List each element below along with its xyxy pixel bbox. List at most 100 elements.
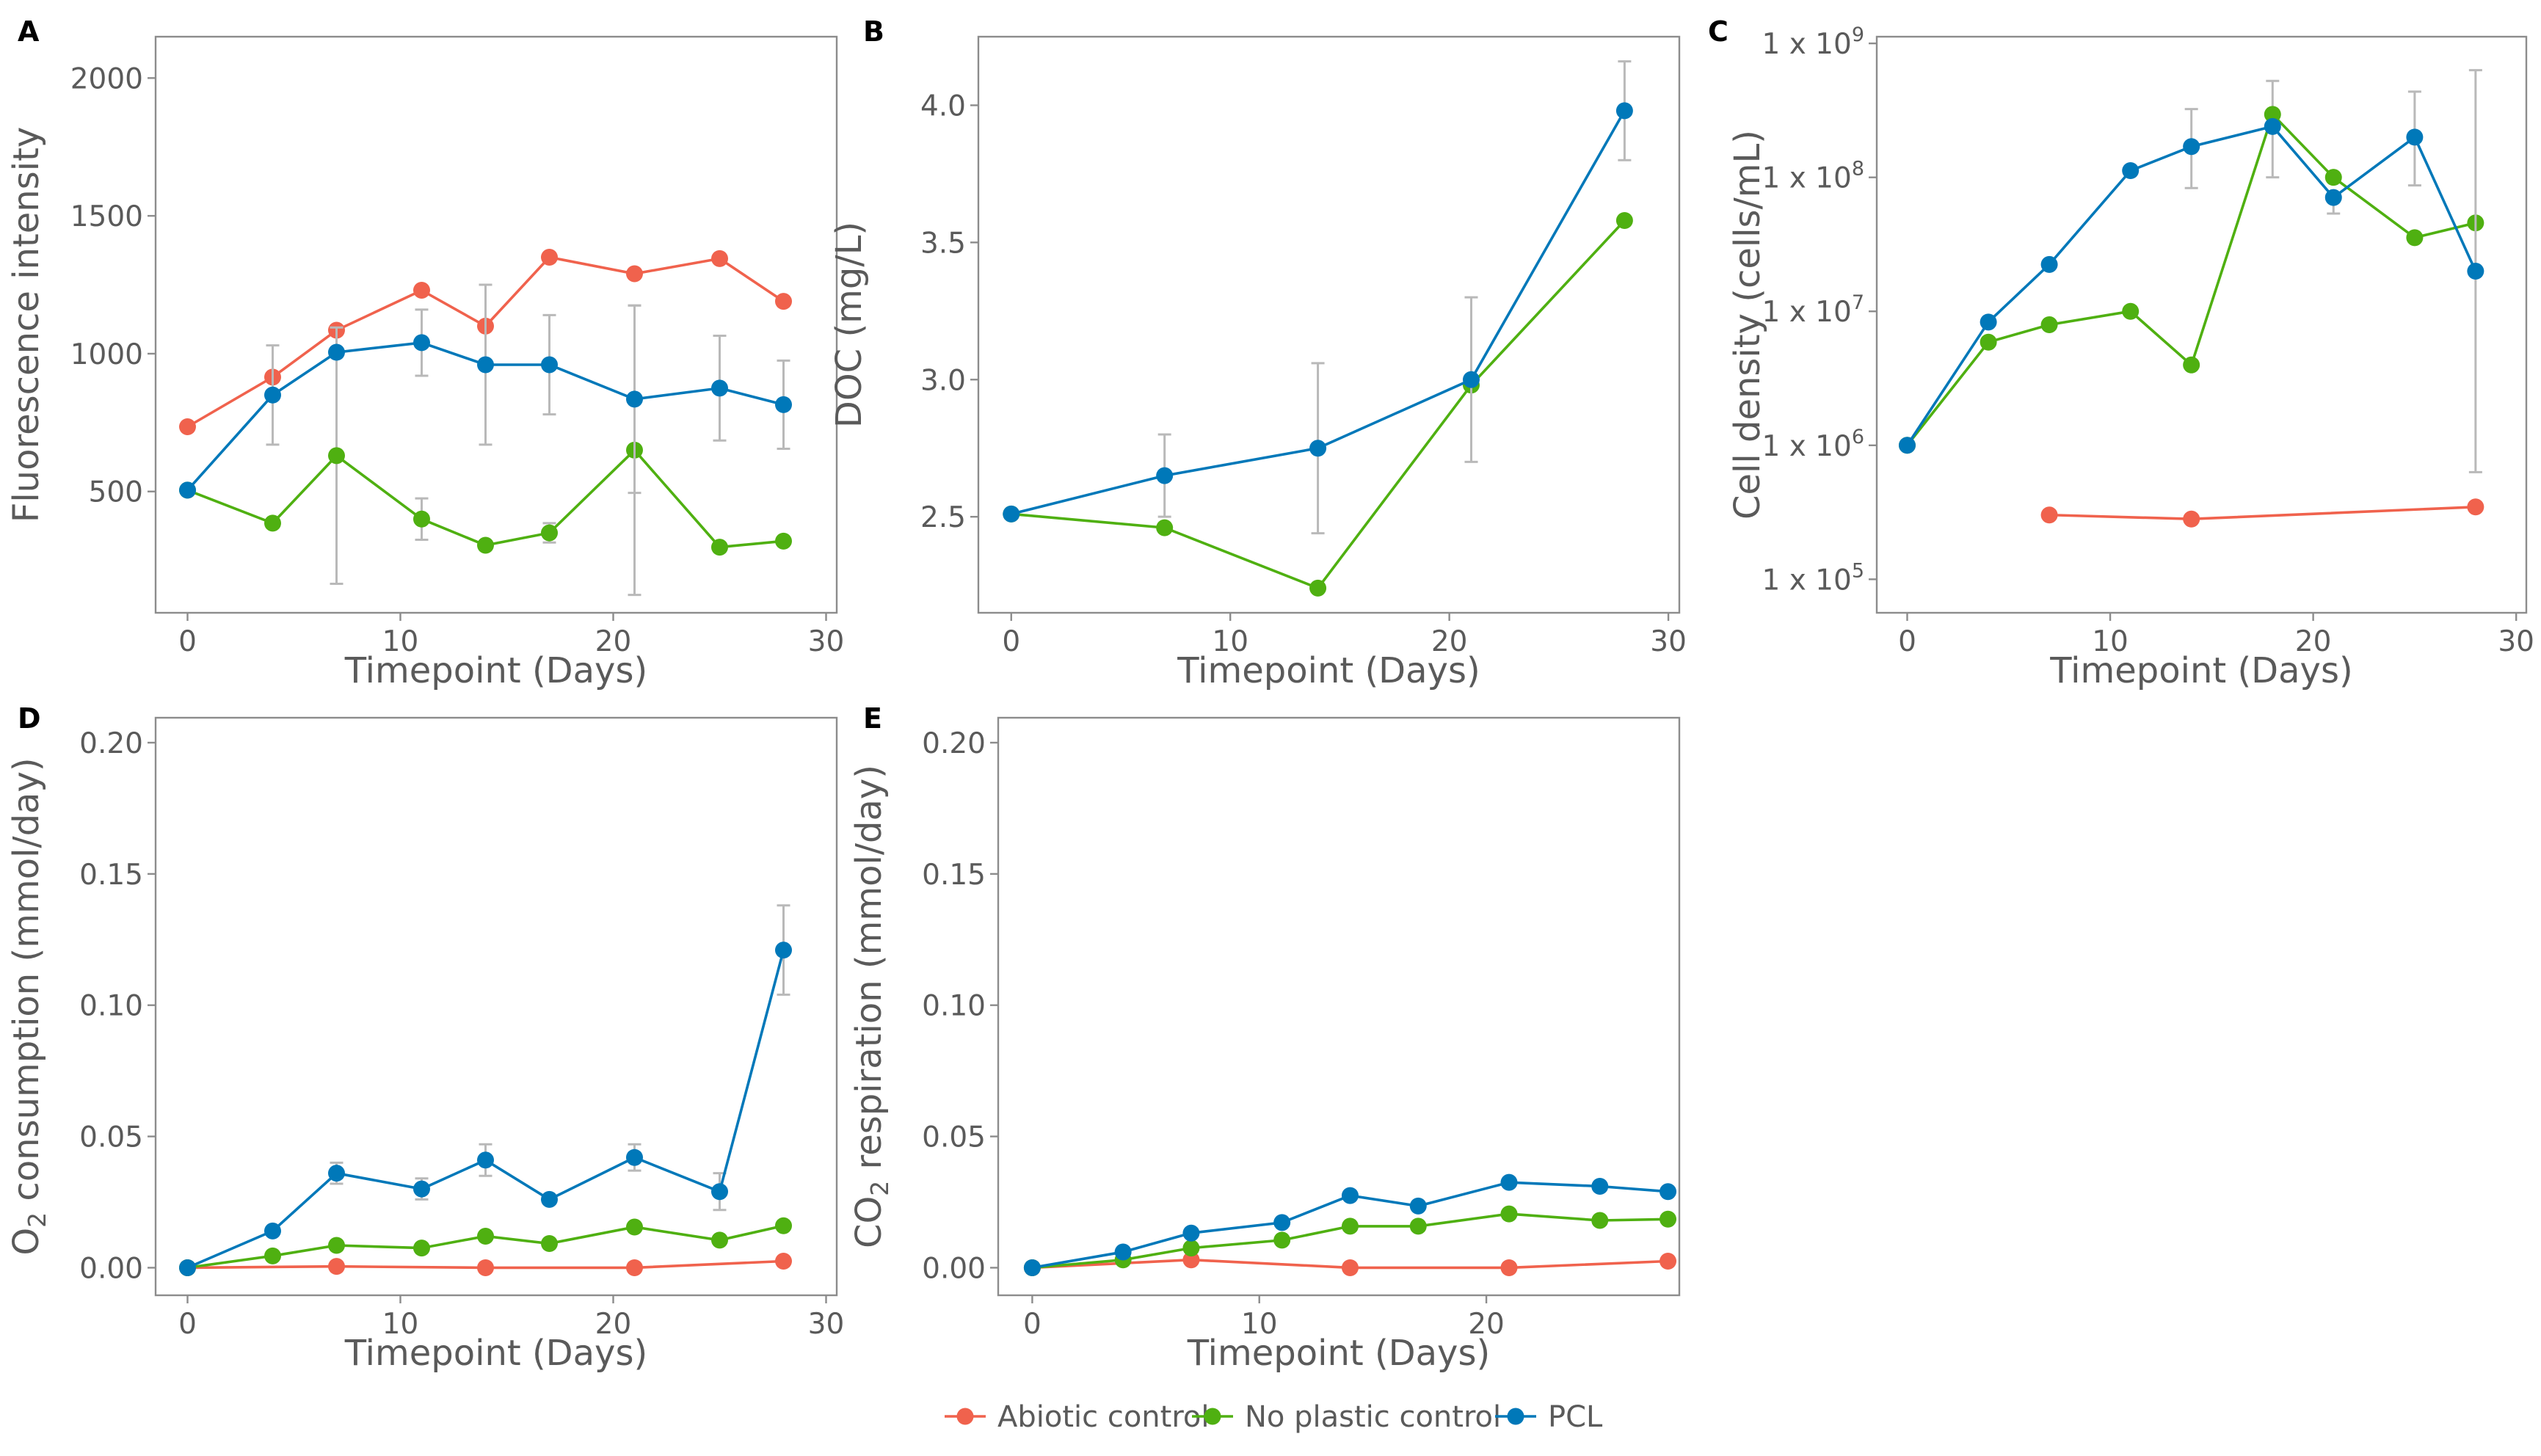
panel-b-series-pcl-point	[1003, 505, 1020, 523]
panel-a-series-pcl-point	[626, 390, 643, 408]
panel-e-x-axis-title: Timepoint (Days)	[1187, 1333, 1490, 1374]
panel-e-frame	[997, 716, 1681, 1297]
panel-b-x-tick-label: 30	[1650, 625, 1687, 658]
panel-e-series-pcl-point	[1273, 1214, 1291, 1231]
panel-e-series-pcl-point	[1341, 1187, 1359, 1204]
panel-d-y-tick-label: 0.10	[79, 990, 143, 1023]
panel-c-series-no-plastic-control-point	[2324, 169, 2342, 186]
panel-d-series-pcl-point	[477, 1151, 494, 1169]
panel-e-letter: E	[863, 702, 882, 735]
panel-a-series-no-plastic-control	[179, 304, 792, 597]
panel-e-series-pcl-point	[1591, 1178, 1609, 1195]
panel-d-series-no-plastic-control-point	[626, 1218, 643, 1236]
panel-a-series-pcl	[179, 283, 792, 499]
panel-c-series-pcl-point	[2467, 262, 2484, 280]
panel-d-letter: D	[18, 702, 41, 735]
panel-c-x-tick-label: 0	[1898, 625, 1916, 658]
panel-e-series-abiotic-control-point	[1500, 1259, 1518, 1276]
panel-d-series-abiotic-control-point	[775, 1252, 792, 1270]
panel-e-series-abiotic-control-point	[1182, 1251, 1200, 1269]
panel-b-series-pcl-point	[1615, 102, 1633, 120]
panel-c-y-axis-title: Cell density (cells/mL)	[1727, 130, 1768, 520]
panel-a-series-abiotic-control-point	[413, 282, 430, 299]
panel-a-series-abiotic-control-point	[775, 293, 792, 310]
panel-a-y-tick-label: 1000	[70, 338, 143, 371]
panel-a-series-no-plastic-control-point	[775, 532, 792, 550]
panel-c-series-pcl-point	[1980, 313, 1997, 331]
panel-b-series-pcl-point	[1462, 371, 1480, 388]
legend-item-pcl-key-point	[1507, 1408, 1524, 1425]
panel-a-series-pcl-point	[413, 334, 430, 352]
panel-d-y-tick-label: 0.00	[79, 1252, 143, 1285]
panel-e-series-pcl-point	[1114, 1243, 1132, 1261]
panel-c-series-no-plastic-control	[1898, 79, 2484, 454]
panel-c-series-no-plastic-control-point	[2264, 106, 2281, 123]
panel-e-series-no-plastic-control-point	[1591, 1212, 1609, 1229]
panel-a-x-axis-title: Timepoint (Days)	[344, 650, 647, 691]
panel-c-x-tick-label: 10	[2092, 625, 2129, 658]
panel-d-series-pcl-point	[775, 942, 792, 959]
panel-e-x-tick-label: 20	[1468, 1308, 1505, 1341]
panel-d: D 0 10 20 30 0.00 0.05 0.10 0.15 0.20 Timepoint (D…	[6, 702, 844, 1374]
panel-e-y-tick-label: 0.20	[922, 727, 986, 760]
panel-b-y-tick-label: 3.0	[920, 364, 966, 397]
legend-item-pcl: PCL	[1495, 1400, 1603, 1434]
panel-d-x-axis-title: Timepoint (Days)	[344, 1333, 647, 1374]
legend-item-no-plastic-control-label: No plastic control	[1245, 1400, 1501, 1434]
panel-b-series-no-plastic-control-point	[1309, 579, 1327, 597]
panel-c-series-pcl-point	[2040, 255, 2058, 273]
panel-a-series-pcl-point	[328, 343, 345, 361]
panel-b-y-tick-label: 2.5	[920, 501, 966, 534]
panel-e-y-tick-label: 0.05	[922, 1121, 986, 1154]
panel-b-frame	[977, 35, 1681, 614]
panel-d-x-tick-label: 10	[382, 1308, 419, 1341]
panel-c-y-tick-label: 1 x 106	[1762, 426, 1864, 463]
panel-a-y-tick-label: 1500	[70, 200, 143, 233]
panel-d-y-tick-label: 0.15	[79, 859, 143, 892]
panel-a-series-no-plastic-control-point	[328, 447, 345, 465]
panel-c-series-pcl-point	[2122, 162, 2140, 180]
panel-e-series-pcl	[1023, 1173, 1677, 1276]
panel-d-series-pcl-point	[264, 1222, 281, 1240]
panel-d-x-tick-label: 30	[808, 1308, 845, 1341]
panel-c-series-pcl-point	[2406, 128, 2424, 146]
panel-a-series-abiotic-control-point	[711, 250, 728, 267]
panel-a-series-abiotic-control-point	[626, 265, 643, 283]
panel-b-series-no-plastic-control-point	[1615, 211, 1633, 229]
panel-d-x-tick-label: 20	[595, 1308, 632, 1341]
panel-a-series-pcl-point	[477, 356, 494, 374]
panel-e-x-tick-label: 10	[1241, 1308, 1278, 1341]
legend-item-no-plastic-control-key-point	[1204, 1408, 1221, 1425]
panel-d-series-pcl	[179, 904, 792, 1276]
panel-d-series-pcl-point	[413, 1180, 430, 1198]
panel-e-series-abiotic-control-point	[1660, 1252, 1677, 1270]
panel-a-series-pcl-point	[541, 356, 558, 374]
legend-item-pcl-label: PCL	[1548, 1400, 1603, 1434]
panel-d-series-no-plastic-control-point	[775, 1217, 792, 1234]
panel-c-series-no-plastic-control-point	[2122, 302, 2140, 320]
panel-a-series-pcl-point	[775, 396, 792, 413]
panel-c-y-tick-label: 1 x 105	[1762, 559, 1864, 597]
panel-d-series-no-plastic-control-point	[711, 1231, 728, 1249]
panel-e-y-axis-title: CO2 respiration (mmol/day)	[848, 765, 894, 1248]
panel-e-series-abiotic-control-point	[1341, 1259, 1359, 1276]
panel-a-letter: A	[18, 15, 40, 48]
panel-c-y-tick-label: 1 x 109	[1762, 23, 1864, 61]
panel-e-series-no-plastic-control-point	[1409, 1217, 1427, 1235]
panel-e-series-no-plastic-control-point	[1273, 1231, 1291, 1249]
panel-c-series-pcl-point	[2324, 189, 2342, 206]
panel-c-series-pcl	[1898, 69, 2484, 473]
panel-c-series-abiotic-control-point	[2183, 510, 2200, 528]
panel-a-series-pcl-point	[711, 379, 728, 397]
panel-d-series-pcl-point	[179, 1259, 196, 1276]
panel-b-series-pcl-point	[1309, 440, 1327, 457]
panel-c-x-axis-title: Timepoint (Days)	[2049, 650, 2352, 691]
panel-a: A 0 10 20 30 500 1000 1500 2000 Timepoint (Days) F…	[6, 15, 844, 691]
panel-c-series-abiotic-control-point	[2040, 506, 2058, 524]
panel-c-y-tick-label: 1 x 107	[1762, 291, 1864, 329]
panel-a-y-tick-label: 500	[89, 476, 143, 509]
panel-d-x-tick-label: 0	[178, 1308, 197, 1341]
panel-b-y-tick-label: 3.5	[920, 227, 966, 260]
panel-a-series-no-plastic-control-point	[711, 539, 728, 556]
panel-d-series-pcl-point	[541, 1190, 558, 1208]
